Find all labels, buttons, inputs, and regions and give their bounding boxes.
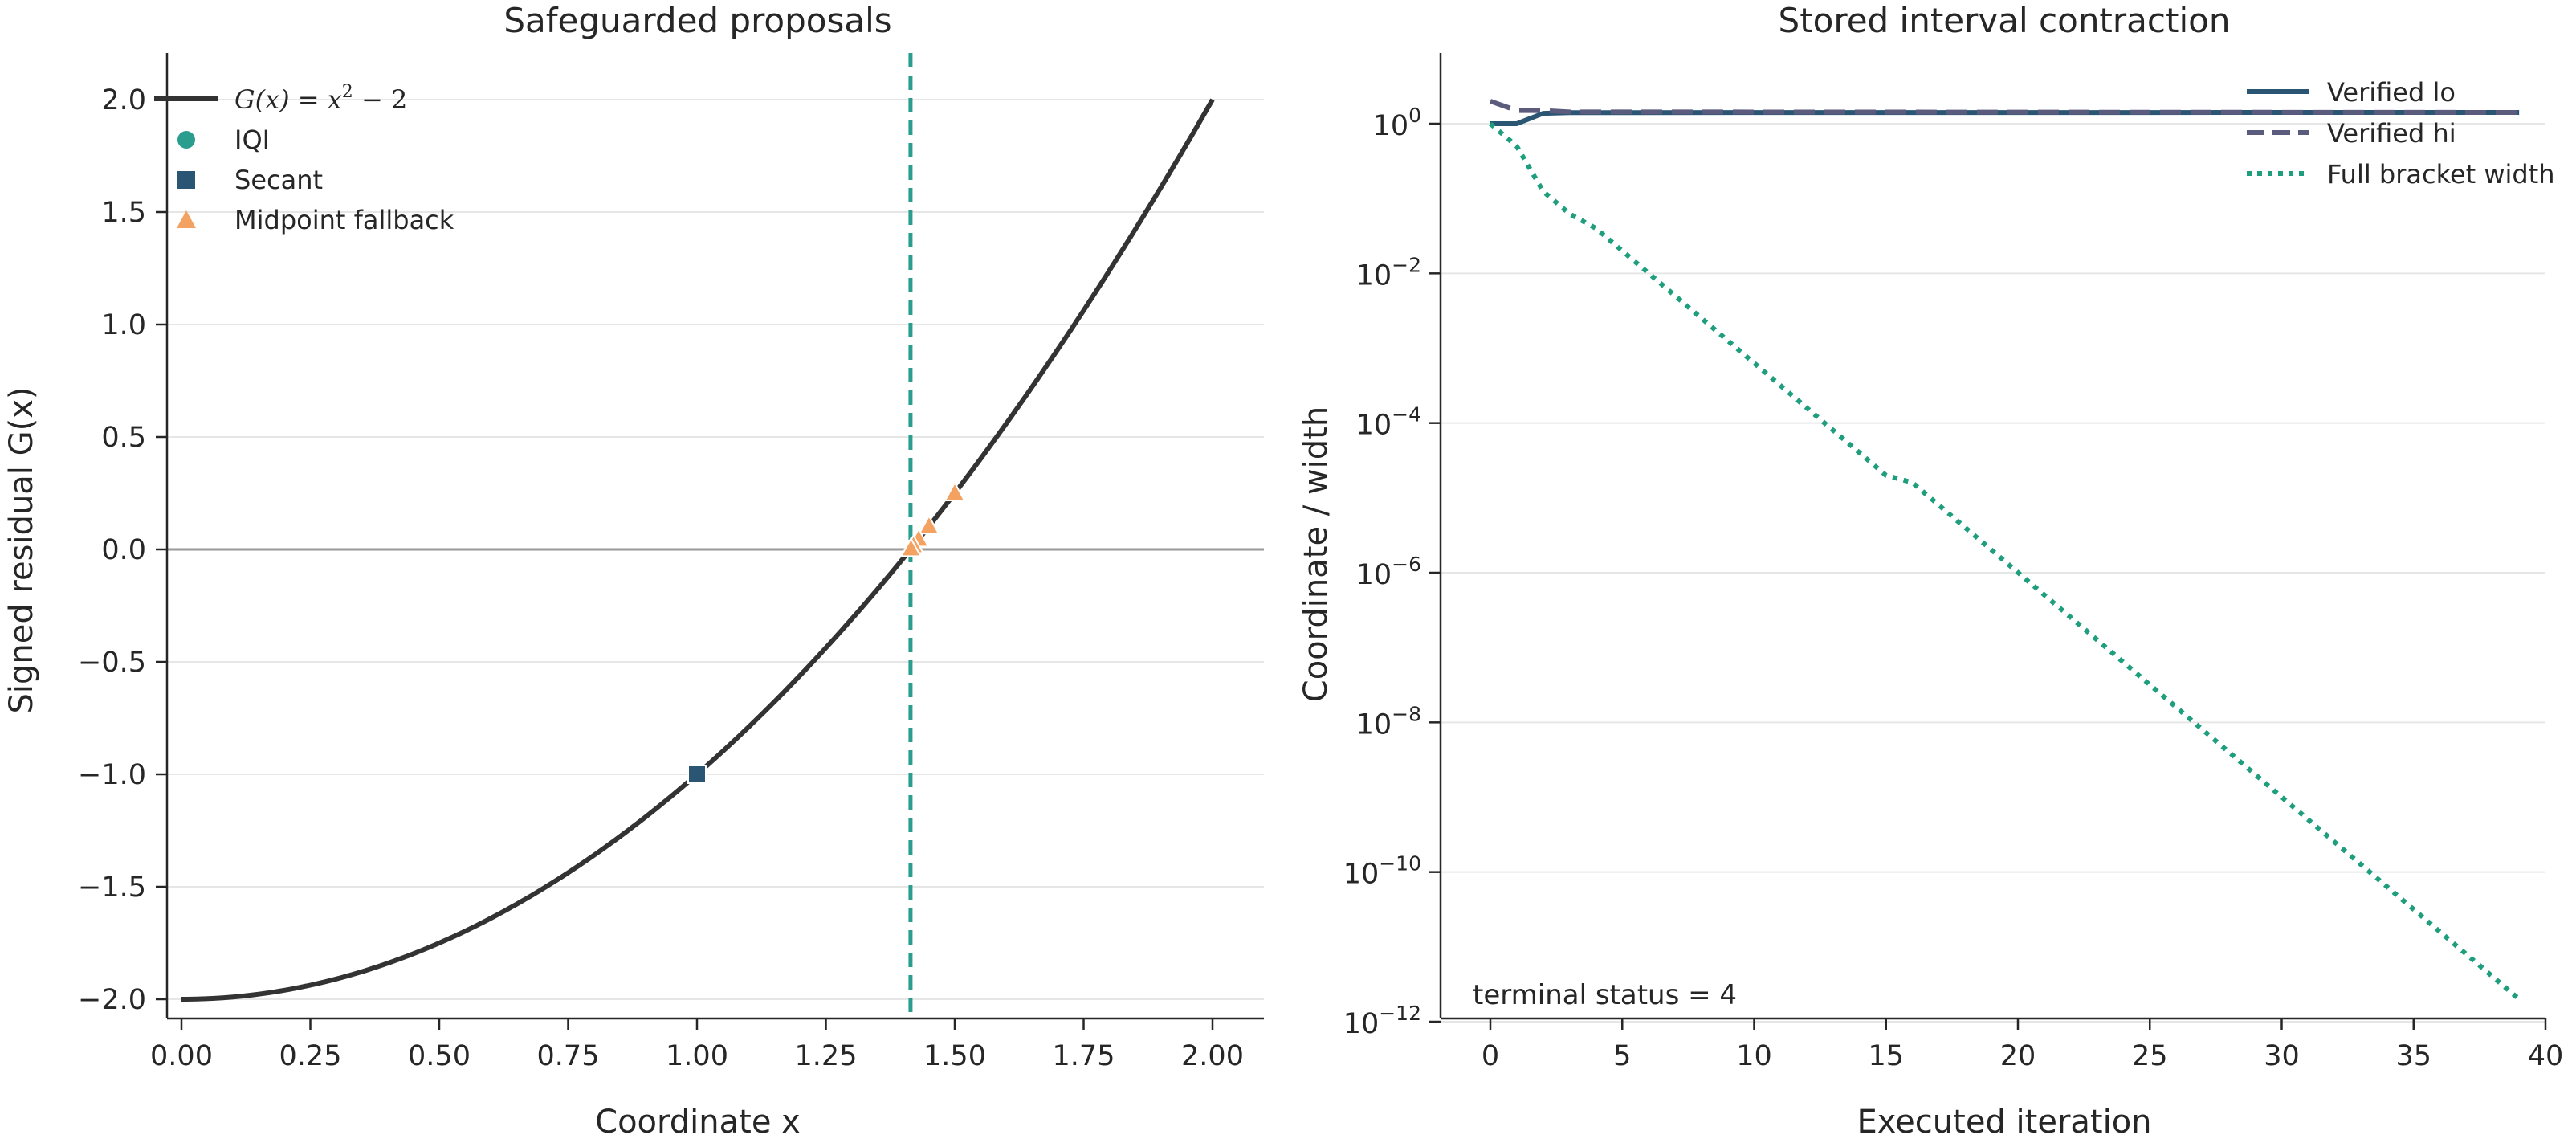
right-x-ticks: 0 5 10 15 20 25 30 35 40 bbox=[1482, 1018, 2563, 1072]
right-chart-panel: Stored interval contraction 0 5 10 15 20 25 30… bbox=[1298, 1, 2563, 1141]
series-line-2 bbox=[1489, 121, 2521, 1002]
left-chart-title: Safeguarded proposals bbox=[503, 1, 891, 40]
left-x-tick-label-6: 1.50 bbox=[923, 1040, 986, 1072]
right-x-tick-label-3: 15 bbox=[1868, 1040, 1904, 1072]
left-y-axis-label: Signed residual G(x) bbox=[3, 386, 40, 713]
midpoint-marker-4 bbox=[899, 537, 923, 557]
right-y-tick-label-4: 10−8 bbox=[1356, 702, 1421, 741]
secant-marker-0 bbox=[687, 765, 707, 784]
left-x-tick-label-4: 1.00 bbox=[666, 1040, 728, 1072]
left-y-tick-label-2: 1.0 bbox=[101, 309, 146, 341]
right-y-ticks: 100 10−2 10−4 10−6 10−8 10−10 10−12 bbox=[1343, 104, 1441, 1040]
left-x-tick-label-3: 0.75 bbox=[537, 1040, 600, 1072]
legend-secant-square-icon bbox=[177, 171, 195, 189]
right-chart-title: Stored interval contraction bbox=[1779, 1, 2231, 40]
right-y-tick-label-0: 100 bbox=[1373, 104, 1421, 142]
right-x-tick-label-0: 0 bbox=[1482, 1040, 1499, 1072]
legend-iqi-label: IQI bbox=[234, 125, 270, 155]
legend-secant-label: Secant bbox=[234, 165, 323, 195]
left-x-tick-label-0: 0.00 bbox=[150, 1040, 213, 1072]
right-x-tick-label-6: 30 bbox=[2264, 1040, 2300, 1072]
left-y-tick-label-3: 0.5 bbox=[101, 422, 146, 454]
legend-verified-hi-label: Verified hi bbox=[2327, 118, 2456, 149]
left-x-axis-label: Coordinate x bbox=[595, 1104, 801, 1141]
left-y-ticks: 2.0 1.5 1.0 0.5 0.0 −0.5 −1.0 −1.5 −2.0 bbox=[78, 84, 167, 1016]
right-x-tick-label-2: 10 bbox=[1736, 1040, 1772, 1072]
right-y-tick-label-1: 10−2 bbox=[1356, 253, 1421, 292]
left-reference-lines bbox=[167, 53, 1264, 1018]
series-line-1 bbox=[1489, 99, 2520, 115]
right-y-tick-label-6: 10−12 bbox=[1343, 1002, 1421, 1040]
left-x-tick-label-7: 1.75 bbox=[1053, 1040, 1115, 1072]
left-x-tick-label-2: 0.50 bbox=[408, 1040, 471, 1072]
left-y-tick-label-6: −1.0 bbox=[78, 759, 146, 791]
terminal-status-annotation: terminal status = 4 bbox=[1473, 979, 1737, 1011]
legend-midpoint-label: Midpoint fallback bbox=[234, 205, 454, 235]
midpoint-marker-0 bbox=[944, 480, 966, 501]
left-y-tick-label-0: 2.0 bbox=[101, 84, 146, 116]
right-x-tick-label-8: 40 bbox=[2528, 1040, 2564, 1072]
left-x-tick-label-5: 1.25 bbox=[795, 1040, 858, 1072]
left-x-ticks: 0.00 0.25 0.50 0.75 1.00 1.25 1.50 1.75 2.00 bbox=[150, 1018, 1244, 1072]
legend-full-bracket-width-label: Full bracket width bbox=[2327, 159, 2555, 190]
right-x-tick-label-4: 20 bbox=[2000, 1040, 2036, 1072]
right-y-tick-label-3: 10−6 bbox=[1356, 553, 1421, 591]
left-legend: G(x) = x2 − 2 IQI Secant Midpoint fallba… bbox=[154, 82, 454, 235]
right-legend: Verified lo Verified hi Full bracket wid… bbox=[2247, 77, 2555, 190]
right-x-axis-label: Executed iteration bbox=[1857, 1104, 2151, 1141]
right-x-tick-label-5: 25 bbox=[2132, 1040, 2168, 1072]
right-y-tick-label-5: 10−10 bbox=[1343, 852, 1421, 891]
right-series-lines bbox=[1489, 99, 2521, 1002]
midpoint-marker-1 bbox=[918, 514, 940, 535]
left-y-tick-label-7: −1.5 bbox=[78, 872, 146, 904]
right-x-tick-label-1: 5 bbox=[1613, 1040, 1631, 1072]
left-y-tick-label-5: −0.5 bbox=[78, 647, 146, 679]
left-y-tick-label-4: 0.0 bbox=[101, 534, 146, 566]
legend-iqi-circle-icon bbox=[177, 131, 195, 149]
left-y-tick-label-8: −2.0 bbox=[78, 984, 146, 1016]
legend-function-label: G(x) = x2 − 2 bbox=[234, 82, 407, 115]
legend-verified-lo-label: Verified lo bbox=[2327, 77, 2456, 108]
left-chart-panel: Safeguarded proposals 0.00 0.25 0.50 0.75 1.… bbox=[3, 1, 1264, 1141]
left-markers bbox=[687, 480, 966, 784]
left-y-tick-label-1: 1.5 bbox=[101, 197, 146, 229]
left-x-tick-label-1: 0.25 bbox=[279, 1040, 342, 1072]
right-x-tick-label-7: 35 bbox=[2395, 1040, 2431, 1072]
right-y-tick-label-2: 10−4 bbox=[1356, 403, 1421, 442]
right-y-axis-label: Coordinate / width bbox=[1298, 406, 1335, 702]
right-gridlines bbox=[1441, 123, 2545, 1023]
left-x-tick-label-8: 2.00 bbox=[1181, 1040, 1244, 1072]
legend-midpoint-triangle-icon bbox=[177, 210, 196, 228]
